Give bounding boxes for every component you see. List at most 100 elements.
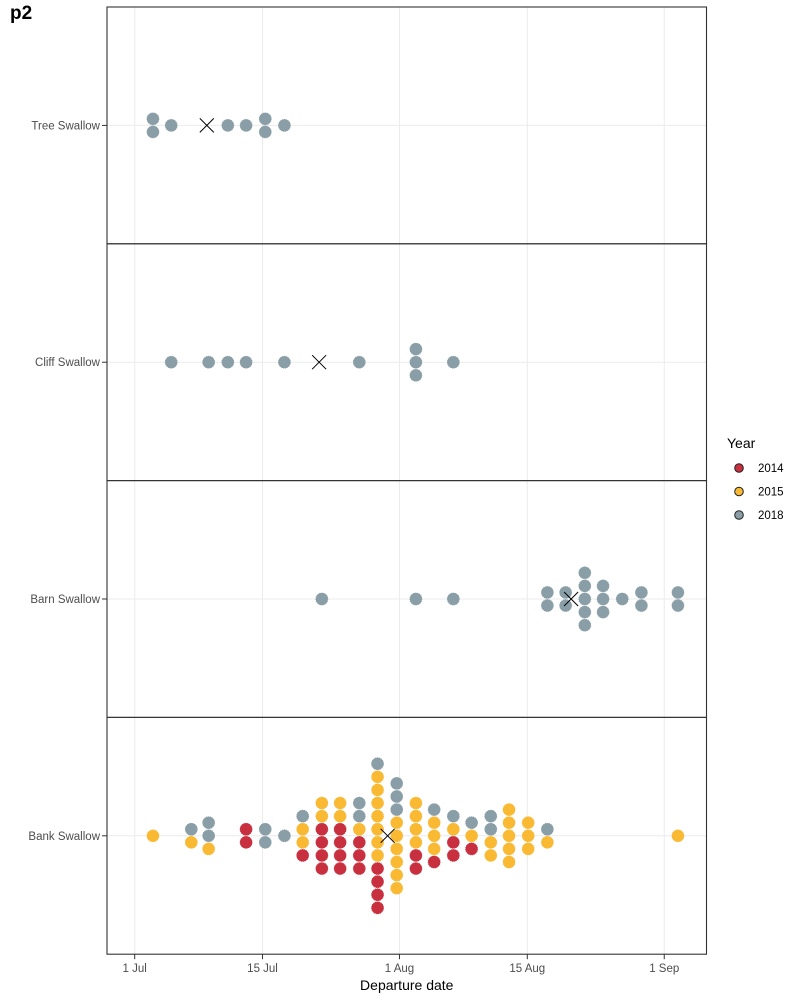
data-dot-2015: [409, 809, 423, 823]
data-dot-2018: [221, 355, 235, 369]
data-dot-2014: [352, 835, 366, 849]
data-dot-2018: [258, 112, 272, 126]
mean-cross-marker: [311, 354, 327, 370]
x-tick-label: 15 Jul: [247, 963, 278, 975]
data-dot-2015: [184, 835, 198, 849]
data-dot-2018: [635, 599, 648, 612]
data-dot-2018: [371, 757, 384, 771]
data-dot-2018: [239, 355, 253, 369]
data-dot-2018: [446, 809, 460, 823]
data-dot-2015: [540, 835, 554, 849]
data-dot-2015: [371, 822, 384, 836]
data-dot-2015: [521, 842, 535, 856]
data-dot-2014: [315, 822, 329, 836]
data-dot-2015: [427, 816, 441, 830]
data-dot-2014: [371, 875, 384, 889]
data-dot-2018: [146, 112, 160, 126]
data-dot-2015: [521, 816, 535, 830]
data-dot-2018: [352, 809, 366, 823]
legend-key-2014: [734, 463, 744, 473]
data-dot-2018: [315, 592, 329, 606]
data-dot-2014: [315, 849, 329, 862]
data-dot-2018: [540, 822, 554, 836]
data-dot-2018: [596, 592, 610, 606]
data-dot-2018: [164, 119, 178, 132]
data-dot-2018: [446, 355, 460, 369]
data-dot-2018: [427, 803, 441, 816]
data-dot-2014: [315, 835, 329, 849]
legend-title: Year: [727, 435, 756, 451]
data-dot-2018: [146, 125, 160, 139]
data-dot-2015: [390, 868, 404, 882]
data-dot-2018: [596, 605, 610, 619]
data-dot-2018: [239, 119, 253, 132]
data-dot-2018: [258, 125, 272, 139]
y-tick-label: Tree Swallow: [31, 120, 100, 132]
plot-tag: p2: [10, 3, 33, 24]
data-dot-2018: [635, 586, 648, 599]
data-dot-2015: [371, 770, 384, 784]
y-tick-label: Cliff Swallow: [35, 357, 101, 369]
data-dot-2018: [615, 592, 629, 606]
data-dot-2014: [333, 849, 347, 862]
data-dot-2018: [540, 586, 554, 599]
y-tick-label: Bank Swallow: [28, 831, 100, 843]
data-dot-2014: [333, 862, 347, 875]
data-dot-2018: [540, 599, 554, 612]
data-dot-2015: [390, 842, 404, 856]
data-dot-2018: [578, 618, 592, 632]
data-dot-2015: [409, 822, 423, 836]
data-dot-2015: [202, 842, 216, 856]
x-tick-label: 1 Sep: [649, 963, 679, 975]
data-dot-2015: [502, 855, 516, 869]
legend-key-2018: [734, 510, 744, 520]
data-dot-2018: [446, 592, 460, 606]
data-dot-2018: [671, 599, 685, 612]
data-dot-2015: [484, 849, 498, 862]
data-dot-2018: [184, 822, 198, 836]
data-dot-2018: [390, 777, 404, 790]
data-dot-2018: [409, 355, 423, 369]
mean-cross-marker: [563, 591, 579, 607]
data-dot-2014: [371, 862, 384, 875]
data-dot-2014: [315, 862, 329, 875]
data-dot-2018: [202, 355, 216, 369]
data-dot-2015: [465, 829, 478, 843]
data-dot-2014: [239, 822, 253, 836]
data-dot-2018: [596, 579, 610, 593]
data-dot-2018: [164, 355, 178, 369]
mean-cross-marker: [199, 118, 215, 133]
data-dot-2014: [352, 862, 366, 875]
data-dot-2015: [409, 796, 423, 810]
data-dot-2018: [278, 829, 291, 843]
data-dot-2015: [352, 822, 366, 836]
data-dot-2014: [465, 842, 478, 856]
data-dot-2014: [333, 835, 347, 849]
data-dot-2015: [427, 842, 441, 856]
data-dot-2015: [296, 822, 310, 836]
data-dot-2015: [409, 835, 423, 849]
data-dot-2015: [502, 829, 516, 843]
data-dot-2014: [446, 849, 460, 862]
mean-cross-marker: [380, 828, 395, 844]
data-dot-2015: [427, 829, 441, 843]
legend-label: 2018: [758, 510, 784, 522]
data-dot-2018: [390, 790, 404, 803]
x-tick-label: 15 Aug: [509, 963, 545, 975]
data-dot-2015: [521, 829, 535, 843]
data-dot-2015: [371, 809, 384, 823]
data-dot-2018: [484, 809, 498, 823]
data-dot-2014: [333, 822, 347, 836]
data-dot-2015: [315, 796, 329, 810]
data-dot-2018: [258, 822, 272, 836]
data-dot-2015: [390, 829, 404, 843]
data-dot-2018: [465, 816, 478, 830]
data-dot-2015: [296, 835, 310, 849]
data-dot-2018: [409, 342, 423, 356]
data-dot-2018: [578, 605, 592, 619]
data-dot-2014: [371, 901, 384, 915]
data-dot-2015: [502, 816, 516, 830]
data-dot-2015: [502, 842, 516, 856]
data-dot-2015: [371, 835, 384, 849]
